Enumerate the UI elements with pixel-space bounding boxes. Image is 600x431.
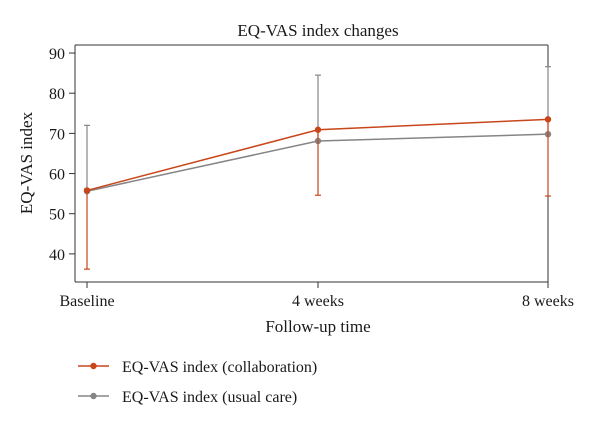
data-point-collaboration <box>314 126 322 133</box>
series-layer <box>83 66 552 270</box>
legend: EQ-VAS index (collaboration) EQ-VAS index… <box>78 359 317 406</box>
y-axis-label: EQ-VAS index <box>17 111 36 214</box>
x-tick-label: 4 weeks <box>292 293 344 310</box>
y-tick-label: 80 <box>49 86 65 103</box>
legend-label-collaboration: EQ-VAS index (collaboration) <box>122 359 317 376</box>
y-ticks: 40 50 60 70 80 90 <box>49 46 75 264</box>
y-tick-label: 70 <box>49 126 65 143</box>
x-axis-label: Follow-up time <box>265 317 370 336</box>
legend-marker-collaboration <box>90 362 97 370</box>
y-tick-label: 90 <box>49 46 65 63</box>
data-point-collaboration <box>83 187 91 194</box>
y-tick-label: 40 <box>49 247 65 264</box>
legend-label-usual-care: EQ-VAS index (usual care) <box>122 389 297 406</box>
y-tick-label: 50 <box>49 207 65 224</box>
x-ticks: Baseline 4 weeks 8 weeks <box>59 282 574 310</box>
data-point-collaboration <box>544 116 552 123</box>
x-tick-label: 8 weeks <box>522 293 574 310</box>
legend-marker-usual-care <box>90 392 97 400</box>
axes <box>74 44 549 283</box>
chart-title: EQ-VAS index changes <box>237 21 398 40</box>
y-tick-label: 60 <box>49 167 65 184</box>
x-tick-label: Baseline <box>59 293 114 310</box>
